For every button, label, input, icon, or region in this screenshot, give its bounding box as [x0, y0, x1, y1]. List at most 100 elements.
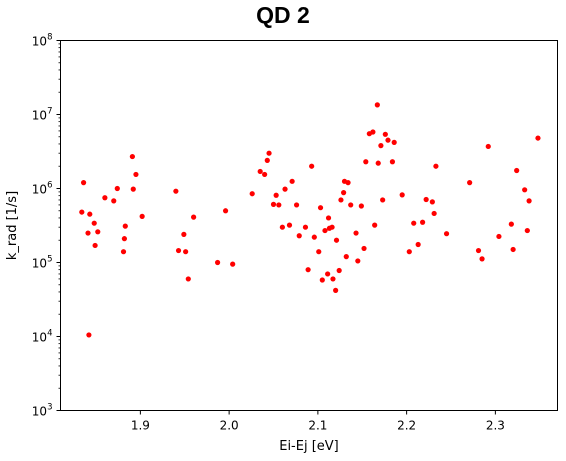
y-tick-label-5: 108 — [32, 33, 53, 49]
data-point-66 — [361, 246, 366, 251]
data-point-20 — [181, 232, 186, 237]
x-tick-label-0: 1.9 — [131, 419, 150, 433]
x-axis: 1.9 2.0 2.1 2.2 2.3 — [131, 411, 505, 433]
data-point-69 — [370, 129, 375, 134]
data-point-30 — [265, 158, 270, 163]
data-point-40 — [297, 233, 302, 238]
data-point-75 — [383, 132, 388, 137]
data-point-31 — [266, 151, 271, 156]
data-point-22 — [186, 276, 191, 281]
data-point-88 — [444, 231, 449, 236]
data-point-74 — [380, 197, 385, 202]
data-point-5 — [92, 221, 97, 226]
data-point-1 — [81, 180, 86, 185]
data-point-25 — [223, 208, 228, 213]
data-point-49 — [325, 271, 330, 276]
x-axis-label: Ei-Ej [eV] — [279, 439, 339, 454]
data-point-36 — [282, 187, 287, 192]
data-point-56 — [337, 268, 342, 273]
data-point-12 — [122, 236, 127, 241]
data-point-18 — [173, 189, 178, 194]
data-point-27 — [250, 191, 255, 196]
data-point-86 — [432, 211, 437, 216]
data-point-41 — [303, 225, 308, 230]
data-point-93 — [496, 234, 501, 239]
data-point-97 — [522, 187, 527, 192]
data-point-100 — [535, 135, 540, 140]
data-point-79 — [400, 192, 405, 197]
data-point-90 — [476, 248, 481, 253]
data-point-57 — [338, 197, 343, 202]
data-point-28 — [258, 169, 263, 174]
data-point-13 — [123, 224, 128, 229]
data-point-46 — [318, 205, 323, 210]
plot-frame — [61, 41, 558, 411]
data-point-70 — [372, 223, 377, 228]
data-point-99 — [527, 198, 532, 203]
data-point-6 — [93, 243, 98, 248]
data-point-2 — [85, 230, 90, 235]
data-point-78 — [392, 140, 397, 145]
x-tick-label-3: 2.2 — [397, 419, 416, 433]
data-point-89 — [467, 180, 472, 185]
y-axis-label: k_rad [1/s] — [5, 191, 20, 260]
data-point-39 — [294, 202, 299, 207]
data-point-94 — [509, 222, 514, 227]
y-tick-label-2: 105 — [32, 255, 53, 271]
data-point-7 — [95, 229, 100, 234]
data-point-85 — [430, 199, 435, 204]
data-point-35 — [280, 225, 285, 230]
data-point-72 — [376, 161, 381, 166]
data-point-4 — [87, 212, 92, 217]
data-point-77 — [390, 159, 395, 164]
data-point-15 — [131, 187, 136, 192]
data-point-33 — [274, 193, 279, 198]
data-point-61 — [345, 180, 350, 185]
data-point-63 — [353, 230, 358, 235]
data-point-16 — [133, 172, 138, 177]
data-point-52 — [329, 225, 334, 230]
data-point-92 — [486, 144, 491, 149]
data-point-37 — [287, 223, 292, 228]
y-tick-label-1: 104 — [32, 329, 53, 345]
y-tick-label-4: 107 — [32, 107, 53, 123]
data-point-95 — [511, 247, 516, 252]
data-point-58 — [341, 190, 346, 195]
data-point-80 — [407, 249, 412, 254]
data-point-48 — [322, 228, 327, 233]
data-point-0 — [79, 209, 84, 214]
data-point-24 — [215, 260, 220, 265]
x-tick-label-2: 2.1 — [308, 419, 327, 433]
data-point-44 — [312, 235, 317, 240]
data-point-98 — [525, 228, 530, 233]
data-point-76 — [385, 138, 390, 143]
data-point-82 — [416, 242, 421, 247]
data-point-26 — [230, 262, 235, 267]
data-point-81 — [411, 221, 416, 226]
data-point-29 — [262, 172, 267, 177]
data-point-23 — [191, 215, 196, 220]
data-point-3 — [86, 332, 91, 337]
data-point-53 — [330, 276, 335, 281]
y-tick-label-3: 106 — [32, 181, 53, 197]
data-point-83 — [420, 220, 425, 225]
data-point-50 — [326, 215, 331, 220]
data-point-64 — [355, 258, 360, 263]
data-point-8 — [102, 195, 107, 200]
data-point-45 — [316, 249, 321, 254]
data-point-17 — [140, 214, 145, 219]
y-tick-label-0: 103 — [32, 403, 53, 419]
data-point-67 — [363, 159, 368, 164]
x-tick-label-4: 2.3 — [486, 419, 505, 433]
data-point-55 — [334, 238, 339, 243]
data-point-73 — [378, 143, 383, 148]
data-point-38 — [290, 179, 295, 184]
data-point-96 — [514, 168, 519, 173]
data-point-9 — [111, 198, 116, 203]
data-point-21 — [183, 249, 188, 254]
data-point-87 — [433, 164, 438, 169]
data-point-60 — [344, 254, 349, 259]
data-point-91 — [479, 256, 484, 261]
